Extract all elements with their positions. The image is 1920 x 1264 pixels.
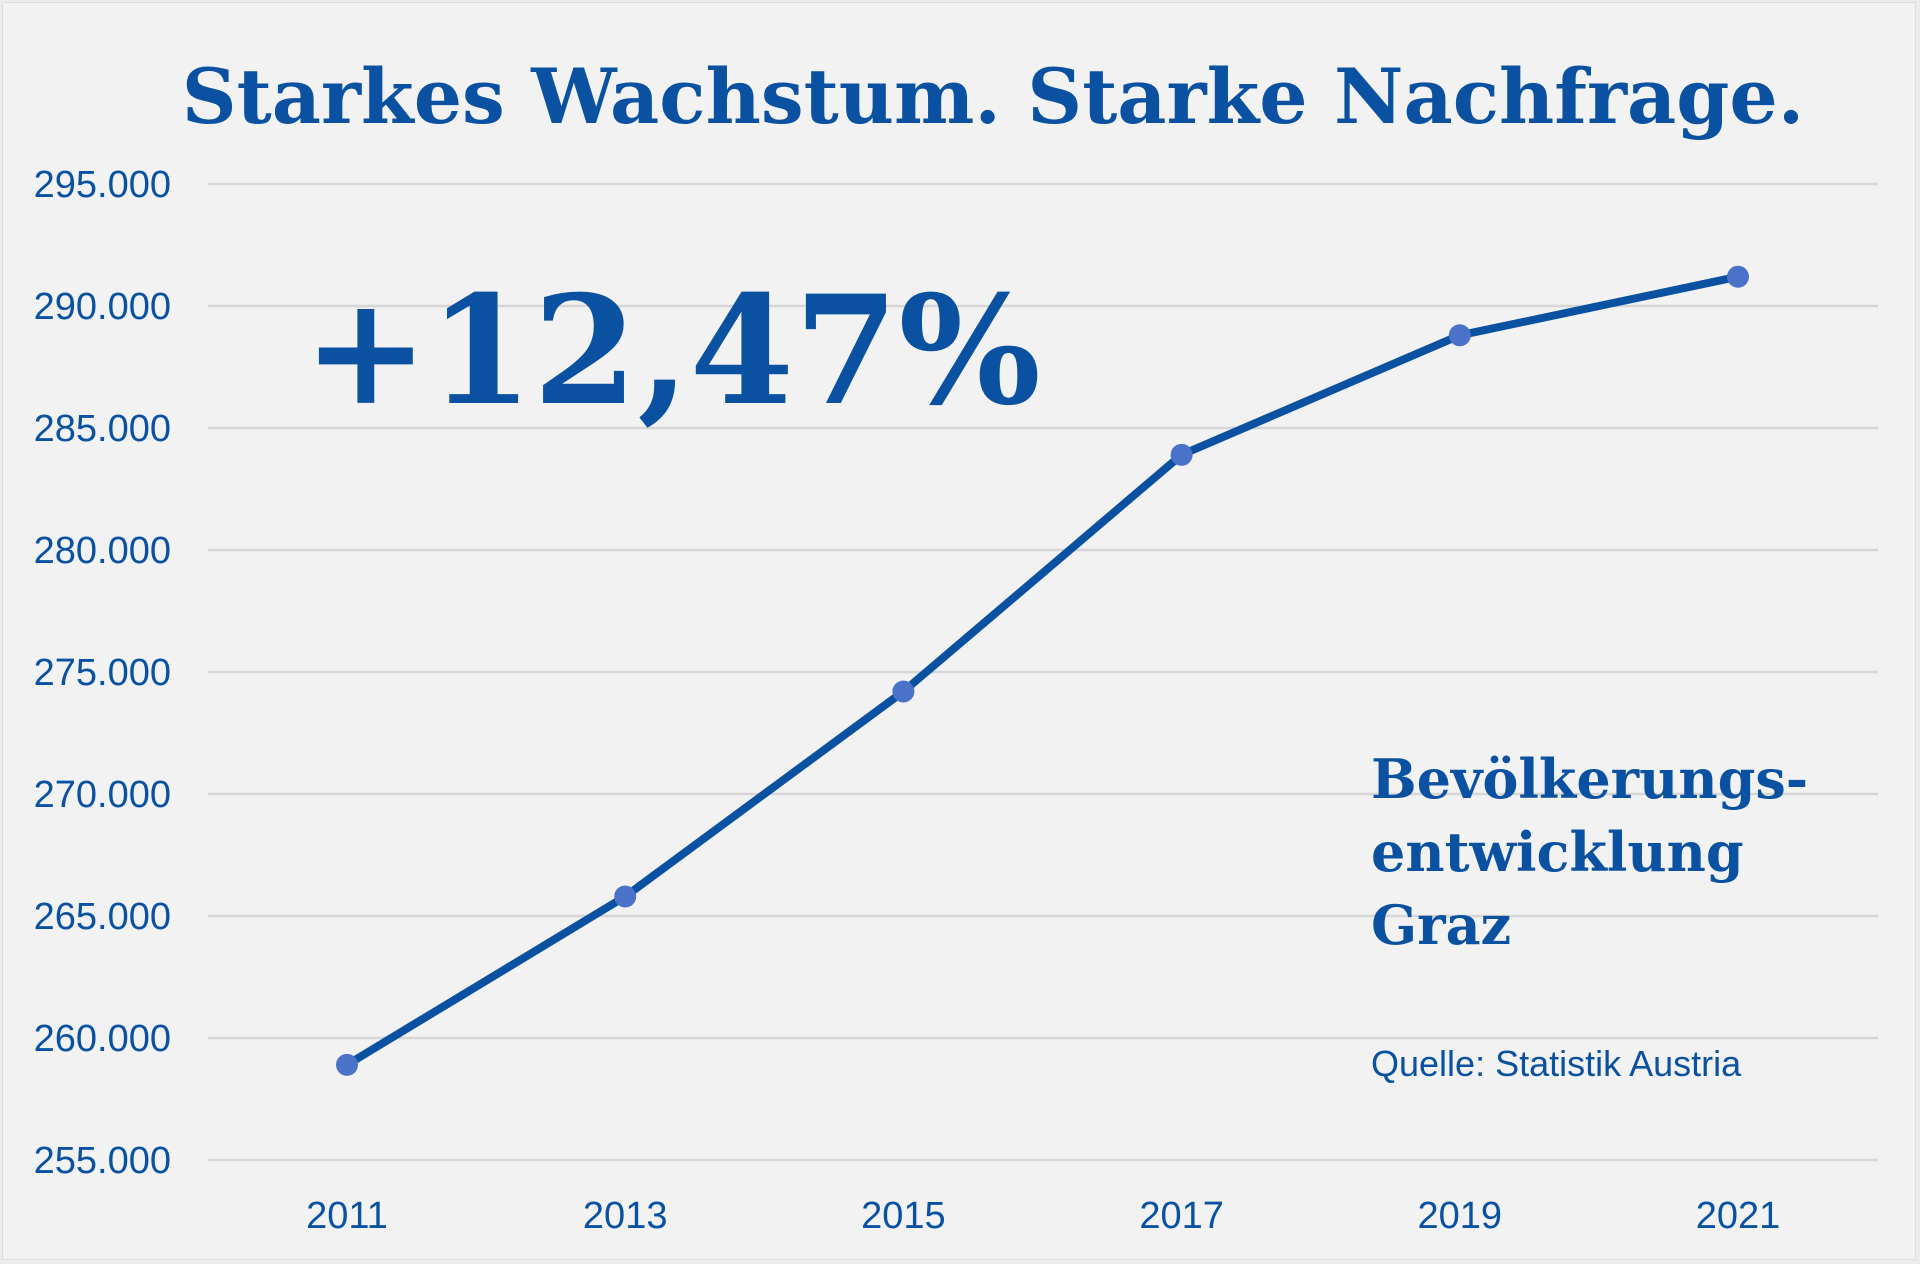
x-tick-label: 2019 [1418, 1195, 1503, 1237]
x-tick-label: 2015 [861, 1195, 946, 1237]
y-tick-label: 255.000 [34, 1140, 171, 1182]
x-tick-label: 2013 [583, 1195, 668, 1237]
x-tick-label: 2011 [306, 1195, 388, 1237]
series-line [343, 272, 1742, 1069]
chart-title: Starkes Wachstum. Starke Nachfrage. [182, 52, 1804, 141]
data-points [336, 265, 1749, 1076]
growth-percentage: +12,47% [303, 263, 1041, 439]
annotation-line-1: Bevölkerungs- [1371, 747, 1808, 811]
y-tick-label: 290.000 [34, 286, 171, 328]
y-tick-label: 285.000 [34, 408, 171, 450]
y-tick-label: 260.000 [34, 1018, 171, 1060]
x-axis-tick-labels: 2011 2013 2015 2017 2019 2021 [306, 1195, 1780, 1237]
data-point [1170, 443, 1193, 466]
y-tick-label: 295.000 [34, 164, 171, 206]
y-tick-label: 275.000 [34, 652, 171, 694]
data-point [336, 1053, 358, 1076]
annotation-line-2: entwicklung [1371, 820, 1744, 884]
data-point [892, 680, 915, 703]
annotation-line-3: Graz [1371, 893, 1511, 957]
gridlines [208, 182, 1878, 1162]
data-point [614, 885, 637, 908]
y-tick-label: 270.000 [34, 774, 171, 816]
data-point [1727, 265, 1749, 288]
source-note: Quelle: Statistik Austria [1371, 1043, 1742, 1084]
x-tick-label: 2017 [1139, 1195, 1224, 1237]
data-point [1448, 324, 1471, 347]
y-tick-label: 265.000 [34, 896, 171, 938]
line-chart: 255.000 260.000 265.000 270.000 275.000 280.0… [34, 52, 1878, 1237]
x-tick-label: 2021 [1696, 1195, 1781, 1237]
y-tick-label: 280.000 [34, 530, 171, 572]
y-axis-tick-labels: 255.000 260.000 265.000 270.000 275.000 280.0… [34, 164, 171, 1182]
